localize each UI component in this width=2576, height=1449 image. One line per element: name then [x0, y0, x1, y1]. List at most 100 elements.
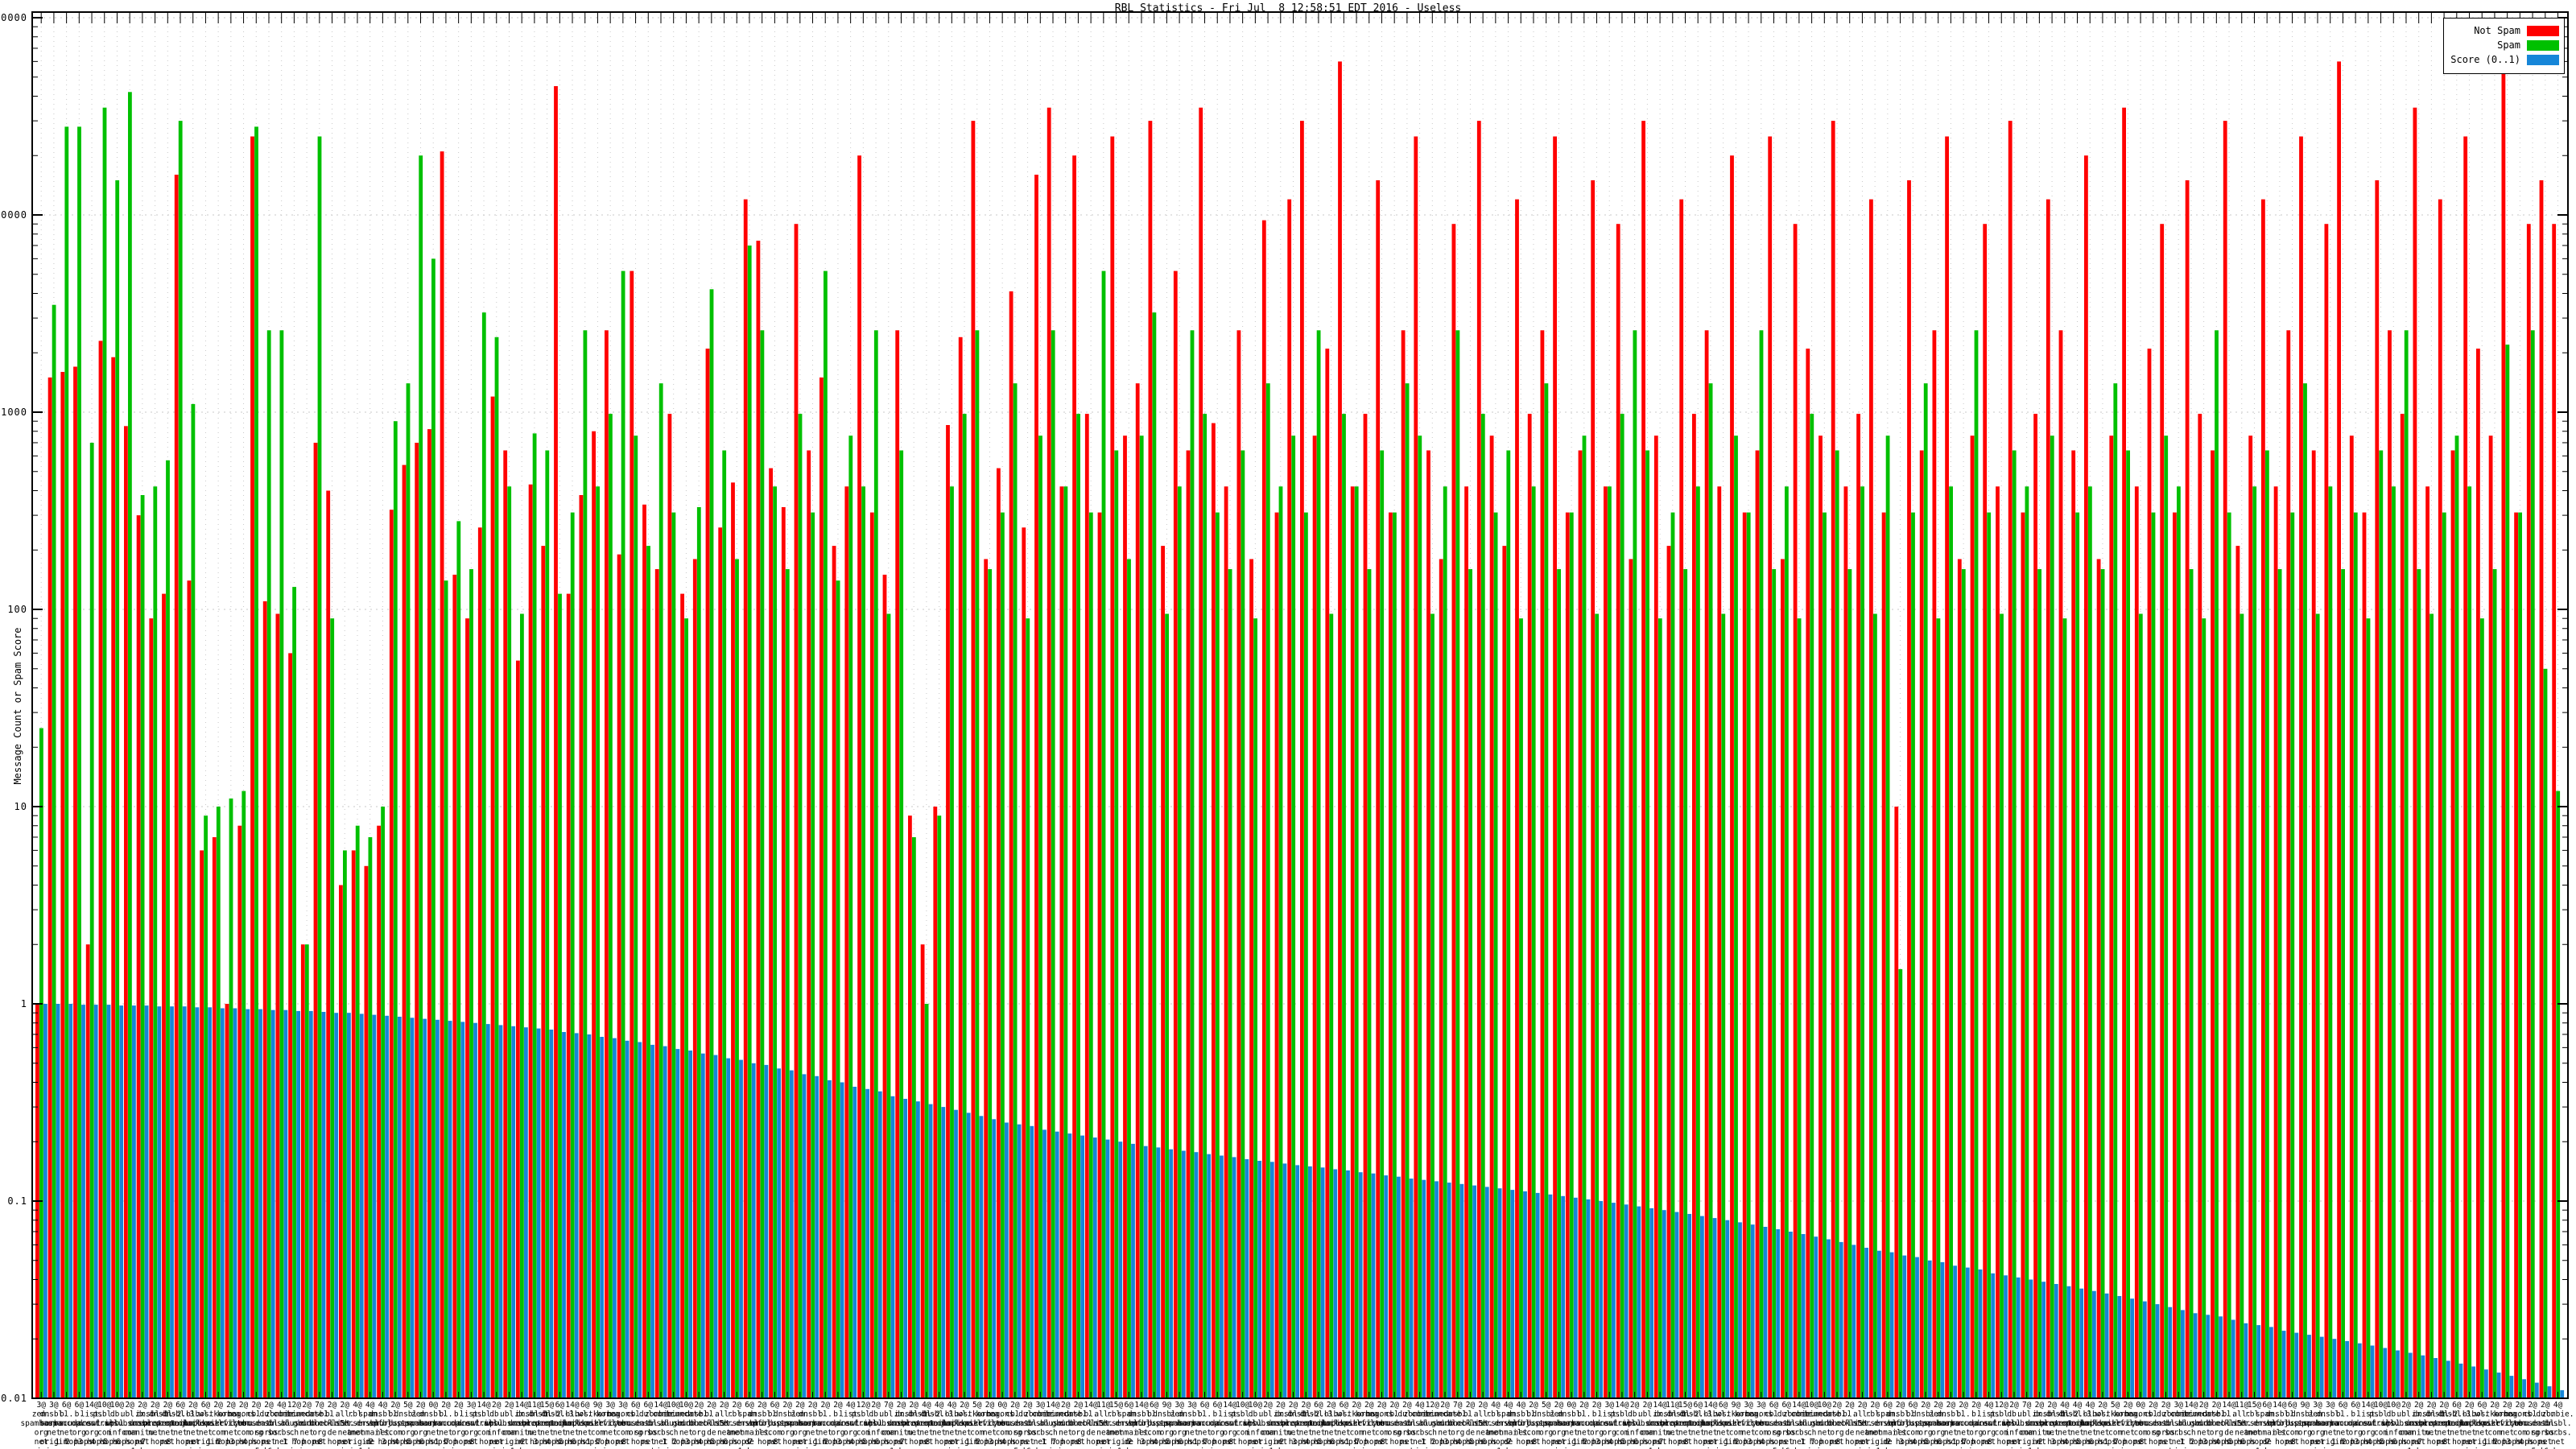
bar-score — [1738, 1222, 1742, 1398]
x-tick-label: net — [1274, 1438, 1287, 1447]
x-tick-label: dnsbl-3. — [2438, 1410, 2475, 1419]
x-tick-label: 7 hops — [1659, 1438, 1686, 1447]
x-tick-label: interserver. — [1847, 1419, 1903, 1428]
x-tick-label: zombie. — [266, 1410, 298, 1419]
bar-not_spam — [1831, 121, 1835, 1399]
x-tick-label: net — [894, 1438, 908, 1447]
x-tick-label: 1 hop — [738, 1447, 762, 1449]
bar-score — [2396, 1350, 2400, 1398]
x-tick-label: net — [2323, 1429, 2337, 1438]
bar-spam — [2202, 618, 2207, 1398]
bar-score — [2484, 1369, 2488, 1398]
x-tick-label: org — [2146, 1429, 2160, 1438]
x-tick-label: net — [1678, 1429, 1692, 1438]
bar-spam — [381, 807, 385, 1398]
bar-score — [789, 1070, 794, 1398]
x-tick-label: de — [1125, 1438, 1134, 1447]
x-tick-label: surriel. — [1604, 1419, 1641, 1428]
x-tick-label: dnsbl. — [1533, 1410, 1560, 1419]
x-tick-label: com — [970, 1429, 984, 1438]
x-tick-label: 2@ — [1592, 1401, 1602, 1410]
x-tick-label: net — [338, 1438, 352, 1447]
x-tick-label: net — [1286, 1429, 1300, 1438]
bar-spam — [1835, 450, 1839, 1398]
bar-spam — [1961, 569, 1966, 1398]
bar-not_spam — [2501, 61, 2506, 1398]
x-tick-label: 7 hops — [2114, 1438, 2141, 1447]
x-tick-label: spamcop. — [1187, 1419, 1224, 1428]
x-tick-label: org — [2210, 1429, 2223, 1438]
bar-score — [2244, 1323, 2248, 1398]
bar-score — [1245, 1159, 1249, 1398]
x-tick-label: dnsbl-2. — [149, 1410, 186, 1419]
x-tick-label: dnsbl. — [369, 1410, 396, 1419]
x-tick-label: 2@ — [758, 1401, 767, 1410]
x-tick-label: dnsbl. — [1874, 1419, 1901, 1428]
x-tick-label: ix. — [135, 1410, 149, 1419]
bar-not_spam — [705, 349, 710, 1399]
x-tick-label: 6 hops — [572, 1438, 599, 1447]
bar-score — [2054, 1284, 2058, 1398]
bar-spam — [1127, 559, 1131, 1398]
x-tick-label: 3@ — [467, 1401, 477, 1410]
x-tick-label: net — [1514, 1429, 1528, 1438]
x-tick-label: bl. — [2083, 1410, 2097, 1419]
x-tick-label: dnsbl. — [1494, 1419, 1521, 1428]
x-tick-label: list. — [2357, 1410, 2380, 1419]
x-tick-label: org — [414, 1429, 427, 1438]
x-tick-label: 2@ — [2439, 1401, 2449, 1410]
bar-spam — [2530, 330, 2535, 1398]
bar-spam — [419, 155, 423, 1399]
x-tick-label: psbl. — [852, 1410, 875, 1419]
x-tick-label: net — [2412, 1438, 2425, 1447]
bar-score — [296, 1010, 300, 1398]
bar-spam — [886, 613, 891, 1398]
x-tick-label: origin — [1709, 1438, 1736, 1447]
x-tick-label: 6@ — [1125, 1401, 1134, 1410]
x-tick-label: 6@ — [1693, 1401, 1703, 1410]
x-tick-label: origin — [1545, 1447, 1572, 1449]
bar-spam — [2404, 330, 2409, 1398]
x-tick-label: surriel. — [1983, 1419, 2020, 1428]
bar-not_spam — [288, 653, 292, 1398]
x-tick-label: net — [1400, 1438, 1414, 1447]
x-tick-label: 1 hop — [2483, 1438, 2507, 1447]
x-tick-label: 1 hop — [131, 1447, 155, 1449]
x-tick-label: 1 hop — [55, 1438, 78, 1447]
x-tick-label: 2@ — [1579, 1401, 1589, 1410]
bar-spam — [596, 486, 600, 1398]
bar-score — [1257, 1161, 1261, 1398]
x-tick-label: org — [401, 1429, 415, 1438]
x-tick-label: de — [1504, 1438, 1513, 1447]
x-tick-label: dronebl. — [1439, 1419, 1476, 1428]
x-tick-label: dnsbl. — [356, 1419, 383, 1428]
bar-spam — [2215, 330, 2219, 1398]
bar-spam — [1405, 383, 1410, 1399]
bar-not_spam — [452, 574, 457, 1398]
x-tick-label: 3 hops — [1899, 1438, 1926, 1447]
bar-not_spam — [1489, 436, 1494, 1399]
x-tick-label: bl. — [768, 1410, 782, 1419]
x-tick-label: 2@ — [720, 1401, 729, 1410]
x-tick-label: org — [1008, 1429, 1022, 1438]
x-tick-label: 2@ — [2541, 1401, 2550, 1410]
x-tick-label: gbudb. — [293, 1419, 320, 1428]
x-tick-label: org — [781, 1429, 795, 1438]
bar-spam — [1430, 613, 1435, 1398]
bar-not_spam — [642, 504, 646, 1398]
x-tick-label: net — [1071, 1438, 1085, 1447]
x-tick-label: dnsbl. — [2532, 1419, 2559, 1428]
bar-spam — [89, 443, 94, 1398]
x-tick-label: junkemailfilter. — [1319, 1419, 1393, 1428]
legend-item-not-spam: Not Spam — [2450, 25, 2559, 36]
x-tick-label: bl. — [1843, 1410, 1856, 1419]
x-tick-label: 2@ — [1946, 1401, 1956, 1410]
x-tick-label: dronebl. — [1060, 1419, 1097, 1428]
x-tick-label: net — [173, 1429, 187, 1438]
bar-spam — [1885, 436, 1890, 1399]
spam-swatch — [2527, 39, 2559, 51]
x-tick-label: 14@ — [1653, 1401, 1666, 1410]
x-tick-label: 2@ — [1845, 1401, 1855, 1410]
bar-score — [2016, 1277, 2021, 1398]
x-tick-label: junkemailfilter. — [181, 1419, 255, 1428]
